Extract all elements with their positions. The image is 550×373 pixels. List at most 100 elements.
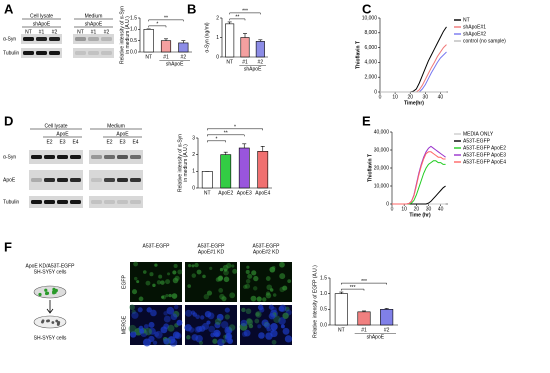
sig-label: ***	[361, 279, 367, 285]
y-tick-label: 3	[192, 135, 195, 141]
blot-band	[36, 51, 47, 55]
cell	[194, 326, 201, 333]
lane-label: #2	[104, 29, 110, 35]
lane-label: NT	[25, 29, 32, 35]
dish	[33, 315, 67, 329]
cell	[138, 296, 144, 302]
blot-band	[49, 37, 60, 41]
blot-band	[101, 51, 112, 55]
y-tick-label: 1	[192, 169, 195, 175]
y-tick-label: 2,000	[364, 75, 377, 81]
sig-bracket	[148, 19, 184, 22]
x-tick-label: 40	[438, 94, 444, 100]
cell	[269, 288, 274, 292]
blot-band	[117, 178, 128, 182]
cell	[131, 311, 139, 319]
x-tick-label: ApoE4	[255, 190, 270, 196]
cell	[279, 304, 287, 313]
cell	[156, 280, 162, 285]
cell	[196, 269, 202, 275]
series-line	[392, 160, 446, 205]
y-axis-label: Relative intensity of α-Syn	[178, 134, 184, 192]
cell	[163, 311, 168, 316]
x-tick-label: #1	[242, 59, 248, 65]
y-tick-label: 1.0	[320, 291, 327, 297]
blot-sublabel: shApoE	[33, 21, 51, 27]
blot-band	[75, 51, 86, 55]
blot-band	[104, 178, 115, 182]
cell	[143, 324, 149, 329]
sig-bracket	[207, 140, 226, 143]
cell	[142, 338, 151, 347]
sig-label: ***	[350, 285, 356, 291]
cell	[150, 309, 157, 317]
cell	[146, 307, 152, 313]
x-tick-label: #2	[258, 59, 264, 65]
cell	[262, 297, 267, 302]
cell	[250, 295, 257, 302]
cell	[253, 286, 258, 291]
cell	[271, 339, 277, 345]
cell	[172, 270, 177, 275]
cell	[271, 265, 276, 270]
series-line	[380, 26, 447, 93]
blot-band	[57, 178, 68, 182]
cell	[171, 293, 178, 299]
legend-label: MEDIA ONLY	[463, 131, 494, 137]
cell	[167, 324, 175, 332]
panel-letter: F	[4, 239, 12, 254]
cell	[198, 340, 204, 345]
sig-bracket	[148, 25, 167, 28]
cell	[161, 295, 165, 299]
cell	[265, 276, 271, 281]
cell	[229, 292, 236, 299]
x-tick-label: ApoE3	[237, 190, 252, 196]
x-tick-label: 30	[426, 206, 432, 212]
x-tick-label: 40	[438, 206, 444, 212]
cell-label: SH-SY5Y cells	[34, 269, 67, 275]
cell	[209, 266, 213, 270]
blot-strip	[29, 196, 83, 208]
blot-band	[101, 37, 112, 41]
bar	[143, 29, 154, 53]
blot-strip	[29, 150, 83, 164]
blot-band	[104, 155, 115, 159]
cell	[170, 313, 178, 321]
cell	[195, 314, 200, 320]
group-label: shApoE	[166, 61, 184, 67]
blot-group: Cell lysate	[30, 13, 53, 19]
y-tick-label: 0	[216, 54, 219, 60]
dish-cell	[44, 288, 48, 292]
cell	[282, 327, 290, 335]
blot-band	[44, 155, 55, 159]
blot-group: Medium	[85, 13, 103, 19]
blot-band	[88, 37, 99, 41]
group-label: shApoE	[367, 334, 385, 340]
cell	[224, 326, 233, 335]
y-tick-label: 0	[192, 185, 195, 191]
blot-band	[23, 51, 34, 55]
sig-bracket	[341, 282, 387, 285]
x-tick-label: ApoE2	[218, 190, 233, 196]
cell	[228, 324, 236, 331]
dish-cell	[57, 320, 61, 324]
error-bar	[181, 40, 186, 43]
blot-row-label: Tubulin	[3, 199, 19, 205]
cell	[210, 332, 216, 338]
x-tick-label: #2	[384, 327, 390, 333]
dish-cell	[52, 287, 56, 291]
x-axis-label: Time (hr)	[409, 212, 431, 218]
cell	[206, 290, 213, 296]
sig-bracket	[341, 288, 365, 291]
y-tick-label: 0.5	[320, 307, 327, 313]
cell	[129, 304, 136, 311]
bar	[257, 151, 269, 189]
cell	[265, 292, 272, 299]
error-bar	[258, 39, 263, 42]
cell	[187, 284, 192, 288]
cell	[219, 267, 224, 272]
cell	[203, 293, 210, 300]
sig-label: **	[224, 131, 228, 137]
cell	[186, 335, 191, 340]
cell	[131, 309, 136, 315]
